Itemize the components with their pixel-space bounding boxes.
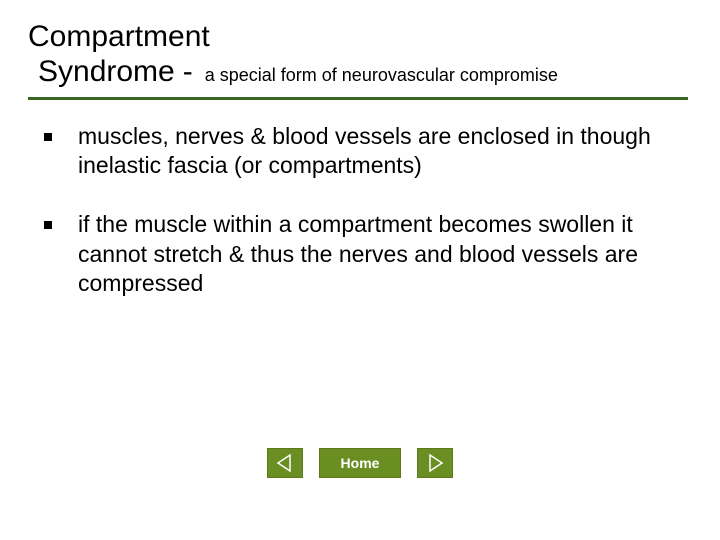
- bullet-text: if the muscle within a compartment becom…: [78, 210, 676, 298]
- home-label: Home: [341, 455, 380, 471]
- bullet-icon: [44, 221, 52, 229]
- title-line2: Syndrome: [28, 55, 175, 89]
- slide: Compartment Syndrome - a special form of…: [0, 0, 720, 540]
- nav-bar: Home: [0, 448, 720, 478]
- title-subtitle: a special form of neurovascular compromi…: [205, 65, 558, 86]
- home-button[interactable]: Home: [319, 448, 401, 478]
- triangle-right-icon: [425, 453, 445, 473]
- triangle-left-icon: [275, 453, 295, 473]
- bullet-text: muscles, nerves & blood vessels are encl…: [78, 122, 676, 181]
- body: muscles, nerves & blood vessels are encl…: [28, 100, 692, 299]
- list-item: muscles, nerves & blood vessels are encl…: [38, 122, 676, 181]
- prev-button[interactable]: [267, 448, 303, 478]
- bullet-icon: [44, 133, 52, 141]
- title-dash: -: [183, 55, 197, 89]
- next-button[interactable]: [417, 448, 453, 478]
- title-line1: Compartment: [28, 20, 692, 55]
- list-item: if the muscle within a compartment becom…: [38, 210, 676, 298]
- title-line2-wrap: Syndrome - a special form of neurovascul…: [28, 55, 692, 89]
- title-block: Compartment Syndrome - a special form of…: [28, 20, 692, 95]
